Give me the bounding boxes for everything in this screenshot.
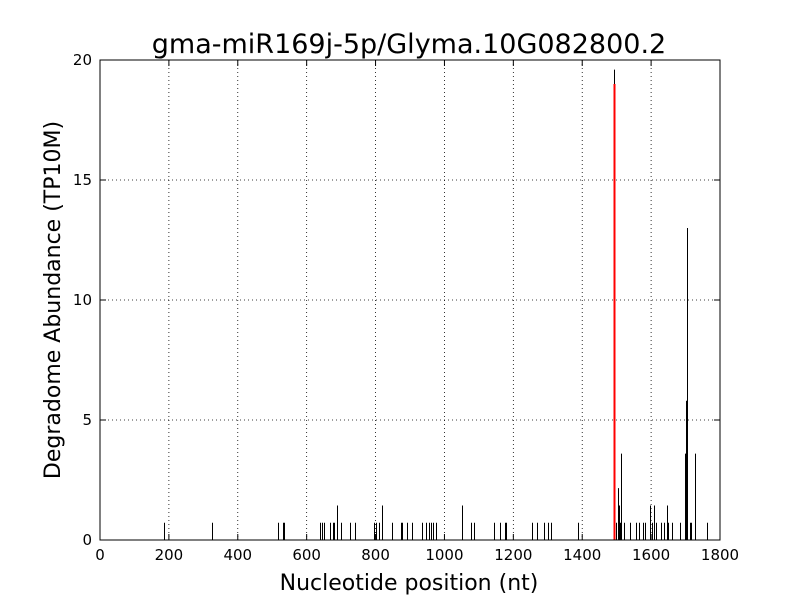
chart-title: gma-miR169j-5p/Glyma.10G082800.2 <box>152 29 666 60</box>
x-tick-label: 600 <box>292 546 321 564</box>
x-tick-label: 400 <box>223 546 252 564</box>
x-tick-label: 1000 <box>425 546 463 564</box>
x-tick-label: 1200 <box>494 546 532 564</box>
x-tick-label: 800 <box>361 546 390 564</box>
grid <box>100 60 720 540</box>
y-tick-label: 0 <box>82 531 92 549</box>
x-tick-label: 200 <box>155 546 184 564</box>
x-axis-label: Nucleotide position (nt) <box>280 571 539 596</box>
ticks: 0 200 400 600 800 1000 1200 1400 1600 1800 0 5 10 15 2… <box>73 51 739 564</box>
x-tick-label: 1400 <box>563 546 601 564</box>
x-tick-label: 1800 <box>701 546 739 564</box>
x-tick-label: 1600 <box>632 546 670 564</box>
bars <box>164 69 708 540</box>
y-tick-label: 5 <box>82 411 92 429</box>
y-tick-label: 10 <box>73 291 92 309</box>
y-axis-label: Degradome Abundance (TP10M) <box>41 121 66 479</box>
x-tick-label: 0 <box>95 546 105 564</box>
y-tick-label: 20 <box>73 51 92 69</box>
y-tick-label: 15 <box>73 171 92 189</box>
